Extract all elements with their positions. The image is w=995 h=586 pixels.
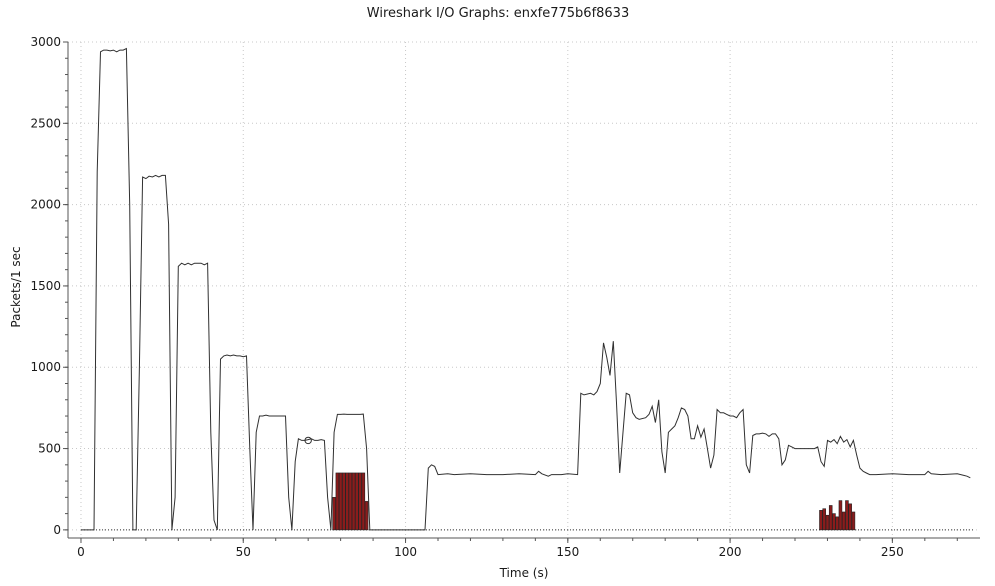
bar [838, 500, 843, 531]
y-tick-label: 1000 [30, 360, 61, 374]
y-tick-label: 1500 [30, 279, 61, 293]
x-tick-label: 250 [881, 545, 904, 559]
y-tick-label: 2500 [30, 116, 61, 130]
y-tick-label: 3000 [30, 35, 61, 49]
x-tick-label: 100 [394, 545, 417, 559]
bar [342, 472, 346, 531]
bar [355, 472, 359, 531]
bar [351, 472, 356, 531]
bar [822, 508, 826, 531]
bar [828, 505, 833, 531]
y-axis-label: Packets/1 sec [9, 246, 23, 327]
bar [348, 472, 353, 531]
bar [335, 472, 340, 531]
y-tick-label: 500 [38, 442, 61, 456]
bar [825, 514, 830, 531]
bar [832, 513, 836, 531]
bar [364, 501, 369, 531]
bar [841, 511, 846, 531]
x-tick-label: 0 [77, 545, 85, 559]
x-tick-label: 200 [719, 545, 742, 559]
bar [358, 472, 362, 531]
bar [819, 510, 823, 531]
y-tick-label: 2000 [30, 198, 61, 212]
packets-series-line [81, 47, 971, 531]
bar [845, 500, 849, 531]
bar [848, 503, 852, 531]
plot-area [81, 47, 974, 531]
bar [835, 516, 839, 531]
chart-title: Wireshark I/O Graphs: enxfe775b6f8633 [367, 6, 629, 21]
axes [63, 41, 980, 543]
x-tick-label: 50 [236, 545, 251, 559]
x-axis-label: Time (s) [499, 566, 549, 580]
bar [332, 497, 336, 531]
bar [851, 511, 856, 531]
x-tick-label: 150 [556, 545, 579, 559]
bar [345, 472, 349, 531]
bar [338, 472, 343, 531]
y-tick-label: 0 [53, 523, 61, 537]
marker-point [304, 436, 312, 445]
bar [361, 472, 366, 531]
